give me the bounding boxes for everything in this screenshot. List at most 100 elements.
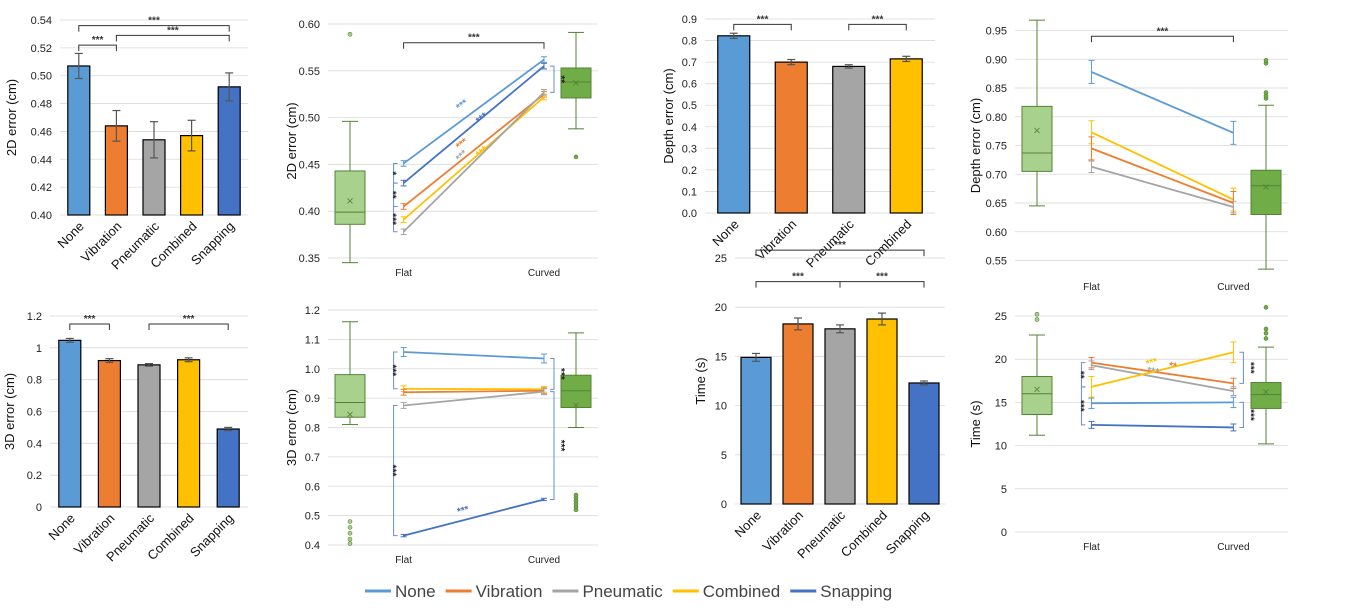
box-flat (1021, 375, 1053, 415)
line-significance-label: *** (456, 504, 470, 518)
side-significance-label: *** (1074, 400, 1085, 412)
bar-vibration (782, 323, 814, 505)
y-tick-label: 0.50 (31, 71, 52, 83)
bar-none (67, 65, 91, 216)
significance-label: *** (92, 35, 104, 46)
series-line-none (1091, 71, 1234, 134)
y-tick-label: 0.44 (31, 154, 52, 166)
x-category-label: Flat (395, 268, 412, 279)
y-tick-label: 0.75 (986, 141, 1007, 153)
significance-label: *** (792, 272, 804, 283)
series-line-vibration (403, 389, 545, 394)
series-line-pneumatic (402, 91, 545, 233)
y-tick-label: 0.50 (299, 113, 320, 125)
category-label: Vibration (753, 217, 800, 264)
side-bracket (550, 391, 555, 500)
box-mean-marker: × (572, 78, 580, 89)
side-significance-label: *** (387, 465, 398, 477)
category-label: None (54, 219, 87, 252)
y-axis-title: 3D error (cm) (284, 389, 299, 466)
category-label: None (45, 511, 78, 544)
significance-bracket (848, 23, 907, 31)
y-tick-label: 0.7 (682, 57, 697, 69)
y-axis-title: 2D error (cm) (284, 102, 299, 179)
y-tick-label: 0.42 (31, 182, 52, 194)
y-tick-label: 0 (36, 502, 42, 514)
y-tick-label: 5 (721, 450, 727, 462)
series-line-vibration (1091, 147, 1234, 204)
y-tick-label: 25 (995, 311, 1007, 323)
y-tick-label: 0.8 (27, 375, 42, 387)
y-tick-label: 0.46 (31, 126, 52, 138)
side-significance-label: *** (387, 213, 398, 225)
line-significance-label: *** (454, 148, 470, 164)
y-tick-label: 0.8 (682, 36, 697, 48)
x-category-label: Flat (395, 555, 412, 566)
box-outlier (347, 525, 353, 530)
significance-bracket (69, 323, 110, 330)
significance-bracket (733, 23, 792, 31)
significance-label: *** (84, 314, 96, 325)
y-tick-label: 10 (995, 441, 1007, 453)
box-mean-marker: × (1262, 387, 1270, 398)
series-line-pneumatic (1091, 364, 1234, 393)
y-tick-label: 1 (36, 343, 42, 355)
side-bracket (393, 351, 398, 390)
significance-label: *** (872, 14, 884, 25)
y-tick-label: 0.90 (986, 54, 1007, 66)
y-tick-label: 0.5 (305, 511, 320, 523)
box-mean-marker: × (1262, 182, 1270, 193)
series-line-none (403, 58, 545, 165)
box-outlier (1263, 336, 1269, 341)
y-tick-label: 20 (995, 354, 1007, 366)
y-axis-title: Time (s) (968, 400, 983, 447)
side-bracket (550, 357, 555, 390)
series-line-combined (403, 96, 545, 221)
y-tick-label: 0.2 (27, 470, 42, 482)
y-tick-label: 0.55 (299, 66, 320, 78)
y-axis-title: 2D error (cm) (4, 79, 19, 156)
line-significance-label: ** (1168, 361, 1177, 373)
y-tick-label: 0.6 (682, 79, 697, 91)
bar-none (717, 35, 751, 214)
box-flat (334, 374, 366, 418)
line-significance-label: *** (1146, 365, 1160, 378)
box-outlier (347, 530, 353, 536)
category-label: Pneumatic (803, 216, 857, 270)
bar-snapping (908, 382, 940, 505)
side-significance-label: * (387, 171, 398, 175)
series-line-combined (1091, 351, 1234, 388)
y-tick-label: 0.85 (986, 83, 1007, 95)
box-curved (1250, 169, 1282, 216)
side-bracket (1239, 351, 1244, 384)
box-mean-marker: × (572, 401, 580, 412)
side-bracket (550, 65, 555, 93)
y-tick-label: 0.40 (299, 206, 320, 218)
y-axis-title: Time (s) (693, 357, 708, 404)
y-tick-label: 0.60 (986, 227, 1007, 239)
y-tick-label: 0.4 (305, 540, 320, 552)
significance-label: *** (167, 25, 179, 36)
y-tick-label: 0.55 (986, 256, 1007, 268)
significance-label: *** (757, 14, 769, 25)
series-line-vibration (1091, 361, 1234, 385)
y-tick-label: 15 (995, 397, 1007, 409)
box-mean-marker: × (346, 410, 354, 421)
box-outlier (1263, 305, 1269, 310)
x-category-label: Curved (1217, 282, 1249, 293)
side-significance-label: *** (555, 440, 566, 452)
line-significance-label: *** (454, 98, 470, 114)
y-tick-label: 0.0 (682, 208, 697, 220)
significance-bracket (839, 281, 925, 288)
side-significance-label: ** (555, 75, 566, 83)
box-outlier (1034, 311, 1040, 317)
box-outlier (1034, 317, 1040, 322)
y-tick-label: 0.5 (682, 100, 697, 112)
significance-bracket (78, 44, 117, 52)
box-outlier (347, 519, 353, 524)
y-tick-label: 0.52 (31, 43, 52, 55)
series-line-combined (1091, 131, 1234, 201)
